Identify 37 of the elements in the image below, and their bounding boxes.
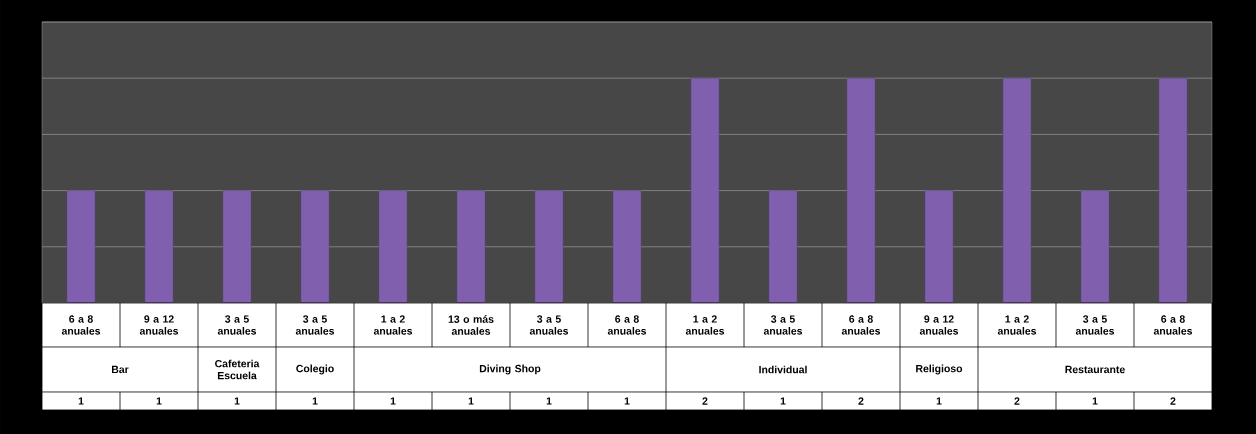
data-label: 2 bbox=[1014, 397, 1020, 405]
data-label: 1 bbox=[156, 397, 162, 405]
data-label: 1 bbox=[936, 397, 942, 405]
x-tick-label: 1 a 2 anuales bbox=[997, 315, 1037, 335]
x-tick-label: 1 a 2 anuales bbox=[685, 315, 725, 335]
x-tick-label: 6 a 8 anuales bbox=[841, 315, 881, 335]
data-label: 2 bbox=[1170, 397, 1176, 405]
data-label: 1 bbox=[78, 397, 84, 405]
data-label: 1 bbox=[1092, 397, 1098, 405]
text: Restaurante bbox=[1065, 365, 1125, 374]
x-tick-label: 6 a 8 anuales bbox=[1153, 315, 1193, 335]
x-tick-label: 9 a 12 anuales bbox=[139, 315, 179, 335]
data-label: 1 bbox=[390, 397, 396, 405]
data-label: 1 bbox=[234, 397, 240, 405]
text: Bar bbox=[111, 365, 129, 374]
x-tick-label: 13 o más anuales bbox=[448, 315, 494, 335]
text: Individual bbox=[759, 365, 807, 374]
data-label: 1 bbox=[624, 397, 630, 405]
x-tick-label: 3 a 5 anuales bbox=[295, 315, 335, 335]
x-tick-label: 3 a 5 anuales bbox=[217, 315, 257, 335]
x-tick-label: 9 a 12 anuales bbox=[919, 315, 959, 335]
data-label: 1 bbox=[312, 397, 318, 405]
text: Colegio bbox=[296, 364, 334, 375]
data-label: 1 bbox=[468, 397, 474, 405]
text: Cafeteria Escuela bbox=[215, 359, 260, 380]
x-tick-label: 3 a 5 anuales bbox=[1075, 315, 1115, 335]
x-tick-label: 3 a 5 anuales bbox=[763, 315, 803, 335]
x-tick-label: 6 a 8 anuales bbox=[607, 315, 647, 335]
x-tick-label: 6 a 8 anuales bbox=[61, 315, 101, 335]
data-label: 1 bbox=[780, 397, 786, 405]
text: Religioso bbox=[916, 364, 963, 375]
x-tick-label: 1 a 2 anuales bbox=[373, 315, 413, 335]
data-label: 2 bbox=[702, 397, 708, 405]
x-tick-label: 3 a 5 anuales bbox=[529, 315, 569, 335]
text: Diving Shop bbox=[479, 364, 541, 375]
data-label: 1 bbox=[546, 397, 552, 405]
data-label: 2 bbox=[858, 397, 864, 405]
